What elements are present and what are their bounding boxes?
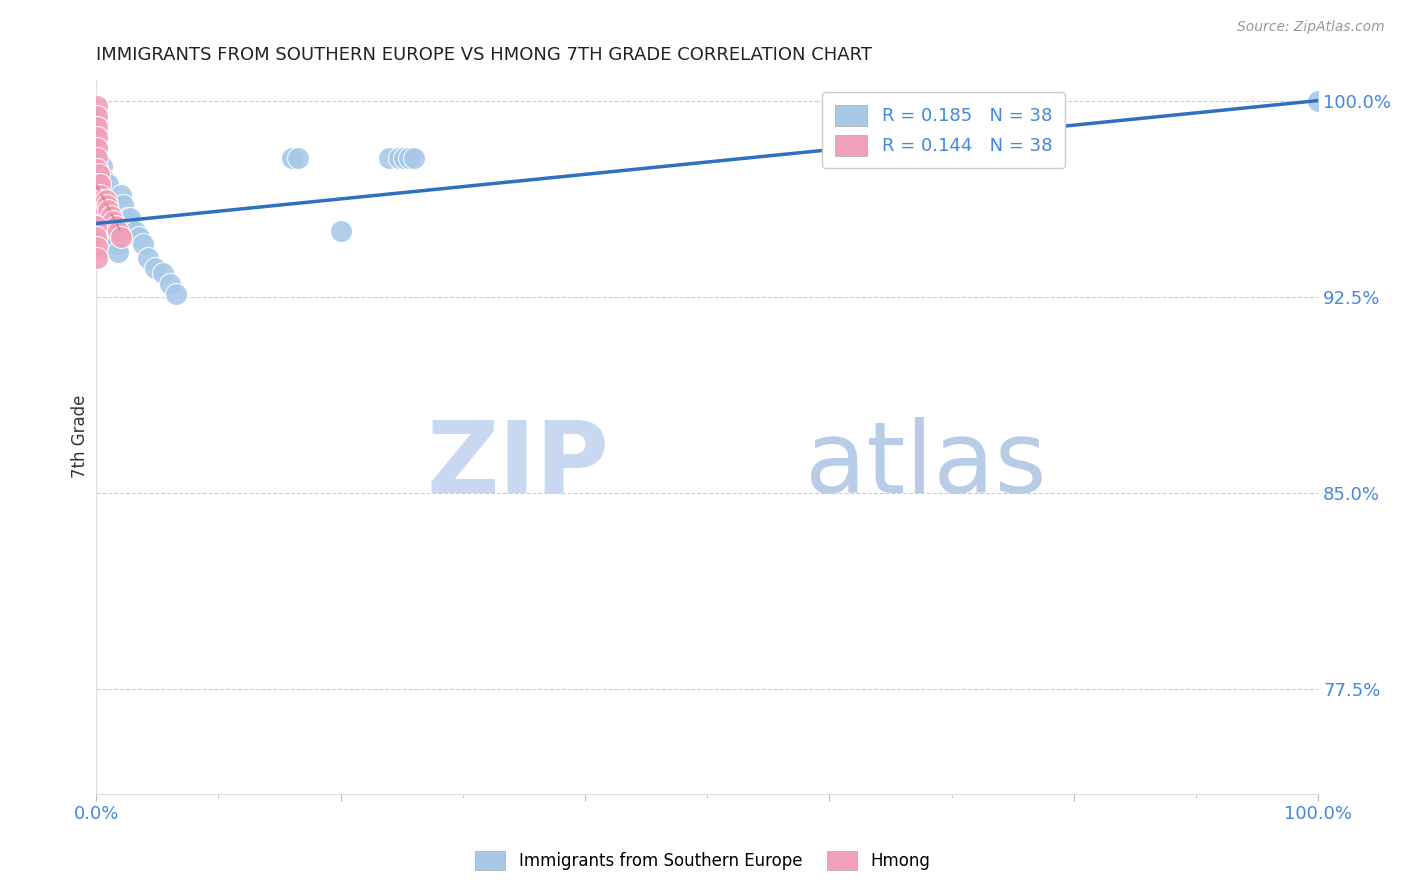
Point (89, 209, 111, 223)
Point (392, 151, 415, 165)
Point (84, 219, 107, 234)
Text: ZIP: ZIP (426, 417, 609, 514)
Point (87, 198, 110, 212)
Point (90, 198, 112, 212)
Point (104, 224, 127, 238)
Point (86, 161, 108, 176)
Point (93, 209, 115, 223)
Point (136, 251, 159, 265)
Point (91, 193, 114, 207)
Point (86, 151, 108, 165)
Point (87, 187, 110, 202)
Point (287, 151, 309, 165)
Point (93, 214, 115, 228)
Point (93, 198, 115, 212)
Point (91, 159, 114, 173)
Point (105, 237, 128, 252)
Point (112, 198, 135, 212)
Point (94, 193, 117, 207)
Text: atlas: atlas (804, 417, 1046, 514)
Point (86, 240, 108, 254)
Point (93, 203, 115, 218)
Point (100, 214, 122, 228)
Point (104, 219, 127, 234)
Point (96, 198, 118, 212)
Point (86, 172, 108, 186)
Point (103, 214, 125, 228)
Point (89, 198, 111, 212)
Point (87, 209, 110, 223)
Point (86, 141, 108, 155)
Point (329, 224, 352, 238)
Point (131, 237, 153, 252)
Point (402, 151, 425, 165)
Point (96, 198, 118, 212)
Point (280, 151, 302, 165)
Point (115, 211, 138, 226)
Point (93, 203, 115, 218)
Point (86, 120, 108, 134)
Point (110, 187, 132, 202)
Point (128, 229, 150, 244)
Point (388, 151, 411, 165)
Point (120, 211, 142, 226)
Point (97, 178, 120, 192)
Legend: Immigrants from Southern Europe, Hmong: Immigrants from Southern Europe, Hmong (468, 844, 938, 877)
Point (90, 209, 112, 223)
Text: IMMIGRANTS FROM SOUTHERN EUROPE VS HMONG 7TH GRADE CORRELATION CHART: IMMIGRANTS FROM SOUTHERN EUROPE VS HMONG… (96, 46, 872, 64)
Point (91, 203, 114, 218)
Y-axis label: 7th Grade: 7th Grade (72, 395, 89, 478)
Text: Source: ZipAtlas.com: Source: ZipAtlas.com (1237, 20, 1385, 34)
Legend: R = 0.185   N = 38, R = 0.144   N = 38: R = 0.185 N = 38, R = 0.144 N = 38 (823, 92, 1064, 169)
Point (98, 203, 121, 218)
Point (103, 209, 125, 223)
Point (97, 203, 120, 218)
Point (93, 193, 115, 207)
Point (165, 287, 187, 301)
Point (159, 277, 181, 291)
Point (107, 224, 129, 238)
Point (100, 209, 122, 223)
Point (143, 260, 166, 275)
Point (101, 219, 124, 234)
Point (86, 130, 108, 145)
Point (398, 151, 420, 165)
Point (1308, 94, 1330, 108)
Point (94, 182, 117, 196)
Point (86, 109, 108, 123)
Point (93, 172, 115, 186)
Point (87, 178, 110, 192)
Point (84, 229, 107, 244)
Point (103, 229, 125, 244)
Point (86, 99, 108, 113)
Point (90, 185, 112, 199)
Point (152, 266, 174, 280)
Point (90, 219, 112, 234)
Point (378, 151, 401, 165)
Point (89, 167, 111, 181)
Point (86, 251, 108, 265)
Point (124, 224, 146, 238)
Point (110, 229, 132, 244)
Point (89, 187, 111, 202)
Point (107, 245, 129, 260)
Point (87, 167, 110, 181)
Point (89, 178, 111, 192)
